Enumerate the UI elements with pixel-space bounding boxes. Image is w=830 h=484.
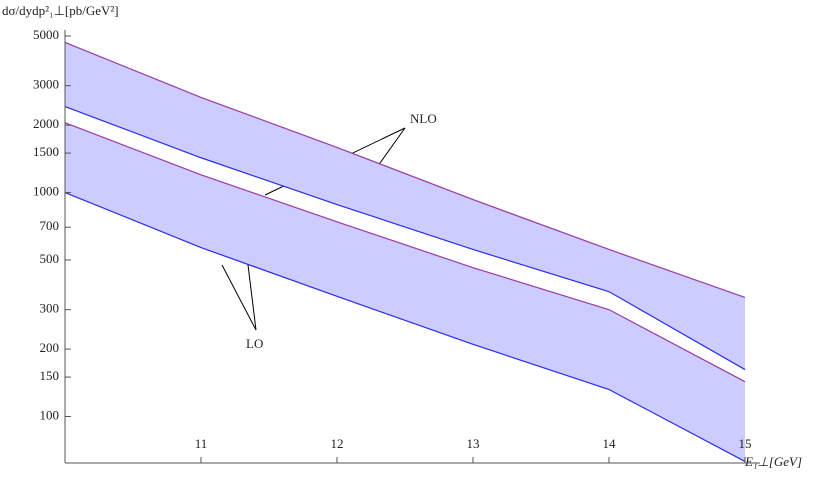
band-edge xyxy=(64,122,746,383)
x-tick-label: 11 xyxy=(195,436,208,451)
pointer xyxy=(374,127,406,171)
x-axis-label: E₁⊥[GeV] xyxy=(744,454,802,469)
y-tick-label: 150 xyxy=(40,368,60,383)
y-tick-label: 1000 xyxy=(33,184,59,199)
y-tick-label: 2000 xyxy=(33,116,59,131)
band-fill xyxy=(65,42,745,370)
y-tick-label: 3000 xyxy=(33,77,59,92)
y-tick-label: 200 xyxy=(40,340,60,355)
y-axis-label: dσ/dydp²₁⊥[pb/GeV²] xyxy=(2,3,119,18)
band-label: NLO xyxy=(410,111,437,126)
x-tick-label: 12 xyxy=(331,436,344,451)
y-tick-label: 1500 xyxy=(33,144,59,159)
x-tick-label: 14 xyxy=(603,436,617,451)
band-edge xyxy=(64,41,746,299)
band-edge xyxy=(64,106,746,371)
band-fill xyxy=(65,122,745,462)
y-tick-label: 500 xyxy=(40,251,60,266)
band-edge xyxy=(64,191,746,462)
band-label: LO xyxy=(246,336,263,351)
y-tick-label: 700 xyxy=(40,218,60,233)
y-tick-label: 300 xyxy=(40,301,60,316)
x-tick-label: 15 xyxy=(739,436,752,451)
x-tick-label: 13 xyxy=(467,436,480,451)
y-tick-label: 100 xyxy=(40,407,60,422)
pointer xyxy=(221,264,257,331)
y-tick-label: 5000 xyxy=(33,27,59,42)
